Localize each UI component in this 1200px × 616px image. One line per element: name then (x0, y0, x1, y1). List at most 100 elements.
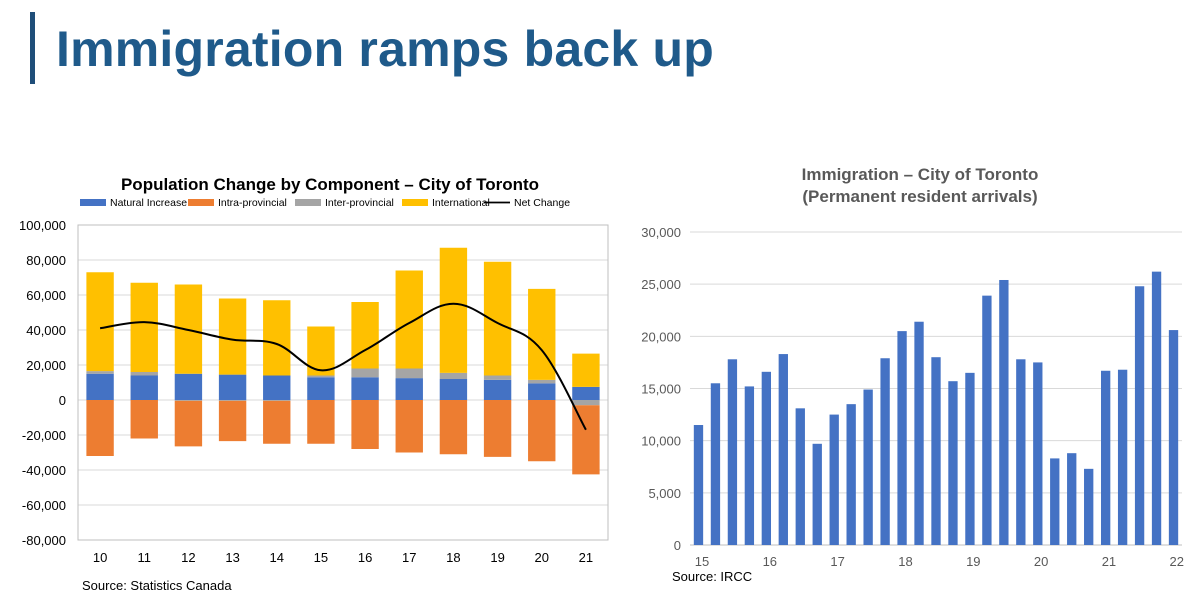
arrivals-bar-24 (1100, 370, 1111, 545)
y-tick-label: 5,000 (648, 486, 681, 501)
legend-swatch-2 (295, 199, 321, 206)
arrivals-bar-11 (880, 358, 890, 545)
title-accent-bar (30, 12, 35, 84)
arrivals-bar-28 (1168, 330, 1179, 545)
x-tick-label: 20 (1034, 554, 1048, 569)
left-chart-net-line (99, 302, 587, 431)
bar-natural-increase-19 (483, 379, 512, 400)
legend-label-0: Natural Increase (110, 197, 187, 209)
bar-inter-provincial-21 (572, 400, 600, 406)
x-tick-label: 16 (358, 550, 372, 565)
bar-international-13 (218, 298, 247, 375)
arrivals-bar-10 (863, 389, 873, 545)
left-chart-x-ticks: 10 11 12 13 14 15 16 17 18 19 20 21 (93, 550, 593, 565)
y-tick-label: 30,000 (641, 225, 681, 240)
bar-intra-provincial-19 (483, 400, 512, 457)
arrivals-bar-14 (931, 357, 941, 545)
bar-inter-provincial-20 (528, 379, 556, 384)
bar-inter-provincial-15 (307, 375, 335, 378)
x-tick-label: 16 (763, 554, 777, 569)
right-chart-source: Source: IRCC (672, 569, 753, 584)
arrivals-bar-0 (693, 425, 704, 545)
arrivals-bar-20 (1033, 362, 1043, 545)
arrivals-bar-1 (710, 383, 721, 545)
bar-intra-provincial-10 (86, 400, 114, 456)
bar-international-20 (528, 288, 556, 380)
bar-intra-provincial-16 (351, 400, 379, 449)
arrivals-bar-6 (795, 408, 805, 545)
immigration-arrivals-chart: Immigration – City of Toronto (Permanent… (641, 165, 1184, 569)
x-tick-label: 13 (225, 550, 239, 565)
bar-inter-provincial-12 (174, 400, 203, 401)
y-tick-label: -80,000 (22, 533, 66, 548)
bar-natural-increase-21 (572, 386, 600, 400)
right-chart-x-ticks: 15 16 17 18 19 20 21 22 (695, 554, 1184, 569)
y-tick-label: 10,000 (641, 434, 681, 449)
arrivals-bar-22 (1067, 453, 1077, 545)
bar-intra-provincial-12 (174, 400, 203, 447)
bar-natural-increase-14 (263, 375, 291, 400)
x-tick-label: 21 (1102, 554, 1116, 569)
arrivals-bar-19 (1016, 359, 1026, 545)
bar-inter-provincial-16 (351, 368, 379, 378)
left-chart-y-ticks: 100,000 80,000 60,000 40,000 20,000 0 -20,000 -… (19, 218, 66, 548)
y-tick-label: 15,000 (641, 382, 681, 397)
right-chart-title-line2: (Permanent resident arrivals) (802, 187, 1037, 206)
bar-natural-increase-16 (351, 377, 379, 400)
arrivals-bar-17 (982, 295, 992, 545)
legend-label-3: International (432, 197, 490, 209)
arrivals-bar-15 (948, 381, 958, 545)
arrivals-bar-3 (744, 386, 755, 545)
arrivals-bar-2 (727, 359, 738, 545)
arrivals-bar-16 (965, 372, 975, 545)
bar-international-16 (351, 302, 379, 369)
arrivals-bar-5 (778, 354, 788, 545)
y-tick-label: 20,000 (26, 358, 66, 373)
y-tick-label: 25,000 (641, 277, 681, 292)
y-tick-label: -40,000 (22, 463, 66, 478)
legend-swatch-0 (80, 199, 106, 206)
arrivals-bar-4 (761, 371, 772, 545)
legend-swatch-1 (188, 199, 214, 206)
arrivals-bar-13 (914, 321, 924, 545)
right-chart-title-line1: Immigration – City of Toronto (802, 165, 1039, 184)
arrivals-bar-25 (1117, 369, 1128, 545)
bar-natural-increase-13 (218, 374, 247, 400)
x-tick-label: 19 (966, 554, 980, 569)
arrivals-bar-7 (812, 443, 822, 545)
x-tick-label: 12 (181, 550, 195, 565)
arrivals-bar-21 (1050, 458, 1060, 545)
bar-intra-provincial-15 (307, 400, 335, 444)
left-chart-legend: Natural Increase Intra-provincial Inter-pr… (80, 197, 570, 209)
arrivals-bar-12 (897, 331, 907, 545)
y-tick-label: 60,000 (26, 288, 66, 303)
bar-natural-increase-18 (439, 379, 468, 400)
legend-label-1: Intra-provincial (218, 197, 287, 209)
bar-natural-increase-15 (307, 377, 335, 400)
bar-inter-provincial-10 (86, 371, 114, 374)
y-tick-label: 80,000 (26, 253, 66, 268)
x-tick-label: 18 (446, 550, 460, 565)
bar-intra-provincial-17 (395, 400, 423, 453)
bar-inter-provincial-18 (439, 372, 468, 379)
arrivals-bar-26 (1134, 286, 1145, 545)
bar-intra-provincial-14 (263, 400, 291, 444)
x-tick-label: 15 (314, 550, 328, 565)
page-title: Immigration ramps back up (56, 21, 714, 77)
bar-international-10 (86, 272, 114, 372)
bar-natural-increase-10 (86, 373, 114, 400)
x-tick-label: 17 (830, 554, 844, 569)
left-chart-source: Source: Statistics Canada (82, 578, 232, 593)
bar-natural-increase-20 (528, 383, 556, 400)
x-tick-label: 18 (898, 554, 912, 569)
left-chart-gridlines (77, 224, 609, 541)
population-change-chart: Population Change by Component – City of… (19, 175, 609, 565)
bar-natural-increase-11 (130, 375, 158, 400)
x-tick-label: 22 (1170, 554, 1184, 569)
x-tick-label: 11 (138, 550, 152, 565)
y-tick-label: 40,000 (26, 323, 66, 338)
left-chart-title: Population Change by Component – City of… (121, 175, 539, 194)
arrivals-bar-18 (999, 279, 1009, 545)
bar-international-18 (439, 247, 468, 373)
bar-international-14 (263, 300, 291, 376)
